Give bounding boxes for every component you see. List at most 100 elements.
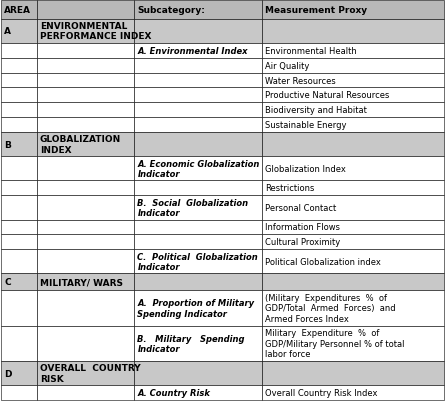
Text: Environmental Health: Environmental Health (265, 47, 356, 56)
Bar (262, 274, 444, 290)
Bar (1, 250, 37, 274)
Text: Sustainable Energy: Sustainable Energy (265, 121, 346, 130)
Bar (134, 290, 262, 326)
Bar (37, 59, 134, 73)
Bar (134, 326, 262, 361)
Bar (134, 20, 262, 44)
Text: D: D (4, 369, 12, 378)
Bar (262, 118, 444, 133)
Bar (1, 196, 37, 220)
Text: Water Resources: Water Resources (265, 76, 336, 85)
Bar (134, 73, 262, 88)
Bar (1, 385, 37, 400)
Bar (134, 196, 262, 220)
Bar (134, 235, 262, 250)
Text: B.  Social  Globalization
Indicator: B. Social Globalization Indicator (138, 198, 248, 218)
Bar (37, 103, 134, 118)
Bar (262, 235, 444, 250)
Text: Restrictions: Restrictions (265, 184, 314, 193)
Bar (37, 157, 134, 181)
Bar (37, 181, 134, 196)
Bar (262, 290, 444, 326)
Text: OVERALL  COUNTRY
RISK: OVERALL COUNTRY RISK (40, 363, 141, 383)
Bar (1, 133, 37, 157)
Text: B.   Military   Spending
Indicator: B. Military Spending Indicator (138, 334, 245, 353)
Bar (37, 44, 134, 59)
Text: Information Flows: Information Flows (265, 223, 340, 232)
Bar (134, 88, 262, 103)
Bar (134, 361, 262, 385)
Text: Measurement Proxy: Measurement Proxy (265, 6, 367, 15)
Text: Military  Expenditure  %  of
GDP/Military Personnel % of total
labor force: Military Expenditure % of GDP/Military P… (265, 328, 405, 358)
Text: Cultural Proximity: Cultural Proximity (265, 238, 340, 247)
Text: Overall Country Risk Index: Overall Country Risk Index (265, 388, 377, 397)
Bar (1, 290, 37, 326)
Text: C.  Political  Globalization
Indicator: C. Political Globalization Indicator (138, 252, 258, 271)
Text: A. Country Risk: A. Country Risk (138, 388, 210, 397)
Bar (1, 326, 37, 361)
Text: GLOBALIZATION
INDEX: GLOBALIZATION INDEX (40, 135, 121, 154)
Bar (1, 20, 37, 44)
Bar (262, 181, 444, 196)
Text: Globalization Index: Globalization Index (265, 164, 346, 174)
Bar (262, 73, 444, 88)
Bar (134, 1, 262, 20)
Bar (134, 59, 262, 73)
Bar (37, 326, 134, 361)
Bar (37, 361, 134, 385)
Bar (1, 235, 37, 250)
Bar (262, 44, 444, 59)
Bar (262, 220, 444, 235)
Text: A. Economic Globalization
Indicator: A. Economic Globalization Indicator (138, 159, 260, 178)
Bar (1, 118, 37, 133)
Bar (37, 88, 134, 103)
Bar (262, 196, 444, 220)
Bar (134, 118, 262, 133)
Bar (1, 103, 37, 118)
Bar (1, 274, 37, 290)
Bar (37, 1, 134, 20)
Bar (37, 133, 134, 157)
Bar (1, 59, 37, 73)
Text: AREA: AREA (4, 6, 31, 15)
Bar (37, 196, 134, 220)
Bar (262, 385, 444, 400)
Bar (134, 103, 262, 118)
Text: B: B (4, 140, 11, 149)
Bar (262, 133, 444, 157)
Bar (37, 235, 134, 250)
Text: Productive Natural Resources: Productive Natural Resources (265, 91, 389, 100)
Bar (262, 157, 444, 181)
Bar (37, 20, 134, 44)
Text: Air Quality: Air Quality (265, 61, 309, 71)
Text: Biodiversity and Habitat: Biodiversity and Habitat (265, 106, 367, 115)
Bar (37, 250, 134, 274)
Bar (37, 385, 134, 400)
Bar (1, 361, 37, 385)
Bar (1, 88, 37, 103)
Text: A: A (4, 27, 11, 36)
Bar (134, 220, 262, 235)
Text: A.  Proportion of Military
Spending Indicator: A. Proportion of Military Spending Indic… (138, 298, 255, 318)
Bar (262, 1, 444, 20)
Bar (37, 290, 134, 326)
Bar (262, 326, 444, 361)
Bar (134, 157, 262, 181)
Bar (134, 250, 262, 274)
Bar (262, 88, 444, 103)
Bar (134, 133, 262, 157)
Text: Political Globalization index: Political Globalization index (265, 257, 380, 266)
Text: Personal Contact: Personal Contact (265, 203, 336, 213)
Bar (1, 44, 37, 59)
Bar (134, 385, 262, 400)
Bar (134, 181, 262, 196)
Text: C: C (4, 277, 11, 287)
Bar (1, 73, 37, 88)
Bar (262, 250, 444, 274)
Text: Subcategory:: Subcategory: (138, 6, 205, 15)
Bar (134, 274, 262, 290)
Bar (262, 20, 444, 44)
Bar (1, 220, 37, 235)
Bar (37, 118, 134, 133)
Bar (37, 274, 134, 290)
